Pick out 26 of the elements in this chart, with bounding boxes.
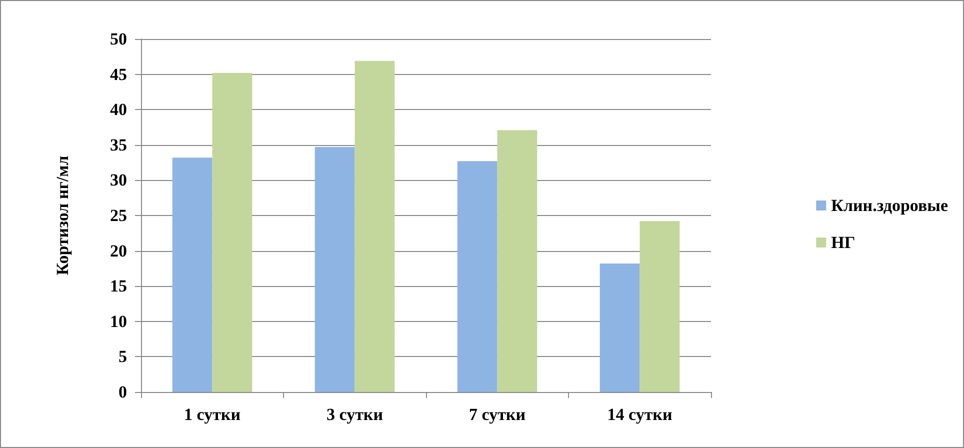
bar — [212, 72, 252, 392]
bar — [354, 60, 395, 392]
y-tick-label: 5 — [118, 347, 127, 366]
bar — [172, 158, 212, 392]
y-tick-label: 50 — [110, 30, 127, 48]
x-tick-label: 14 сутки — [607, 405, 672, 424]
y-tick-label: 15 — [110, 276, 127, 296]
y-tick-label: 0 — [118, 382, 127, 402]
y-tick-label: 25 — [110, 206, 127, 225]
y-tick-label: 40 — [110, 100, 127, 120]
y-tick-label: 35 — [110, 135, 127, 154]
legend-label: НГ — [831, 233, 856, 252]
y-tick-label: 30 — [110, 170, 127, 190]
y-axis-title: Кортизол нг/мл — [53, 155, 72, 276]
x-tick-label: 3 сутки — [326, 405, 384, 424]
x-tick-label: 1 сутки — [184, 405, 241, 424]
bar — [457, 161, 498, 392]
x-tick-label: 7 сутки — [468, 405, 526, 424]
y-tick-label: 10 — [110, 312, 127, 331]
legend-label: Клин.здоровые — [831, 196, 948, 215]
y-tick-label: 45 — [110, 64, 127, 84]
bar — [600, 264, 640, 392]
bar — [640, 221, 680, 392]
bar — [497, 130, 538, 392]
y-tick-label: 20 — [110, 241, 127, 260]
bar — [314, 147, 355, 392]
